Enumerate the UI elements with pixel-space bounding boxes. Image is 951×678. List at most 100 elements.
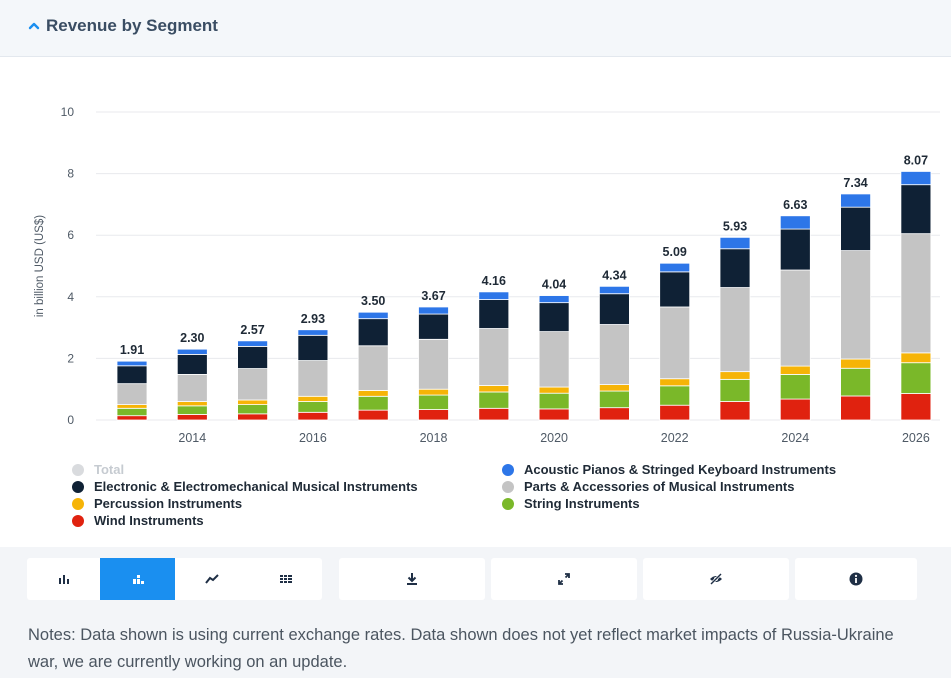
legend-swatch [72,480,84,493]
bar-segment [659,262,691,273]
bar-segment [237,404,269,415]
bar-segment [176,353,208,375]
table-button[interactable] [249,558,322,600]
bar-segment [357,395,389,411]
bar-segment [237,345,269,369]
bar-segment [599,293,630,325]
bar-segment [900,184,932,235]
legend-item[interactable]: Total [72,462,502,477]
chevron-up-icon [28,22,40,30]
legend-swatch [72,497,84,510]
bar-segment [116,407,148,417]
bar-segment [237,399,269,406]
total-data-label: 7.34 [843,176,867,190]
legend-item[interactable]: Percussion Instruments [72,496,502,511]
total-data-label: 4.16 [482,274,506,288]
expand-button[interactable] [491,558,637,600]
bar-segment [840,367,871,397]
legend-label: Wind Instruments [94,513,204,528]
total-data-label: 3.50 [361,294,385,308]
bar-segment [538,295,570,304]
bar-segment [116,360,148,367]
chart-card: 0 2 4 6 8 10 in billion USD (US$) 1.91 2.30 2014 2… [0,57,951,547]
total-data-label: 4.04 [542,278,566,292]
bar-segment [237,413,269,421]
y-tick-label: 8 [67,167,74,181]
info-icon [849,572,863,586]
line-chart-button[interactable] [175,558,249,600]
bar-segment [297,395,329,402]
stacked-bar-chart: 0 2 4 6 8 10 in billion USD (US$) 1.91 2.30 2014 2… [34,105,940,445]
bar-segment [538,302,570,333]
x-tick-label: 2018 [420,431,448,445]
legend-item[interactable]: String Instruments [502,496,932,511]
legend-swatch [502,463,514,476]
bar-segment [297,360,329,397]
bar-chart-icon [58,575,69,584]
total-data-label: 4.34 [602,268,626,282]
bar-segment [176,414,208,421]
total-data-label: 2.57 [240,323,264,337]
x-tick-label: 2022 [661,431,689,445]
bar-segment [840,193,871,208]
download-button[interactable] [339,558,485,600]
legend-item[interactable]: Acoustic Pianos & Stringed Keyboard Inst… [502,462,932,477]
bar-segment [599,285,630,295]
bar-segment [418,306,449,315]
bar-segment [176,405,208,415]
bar-segment [840,206,871,251]
bar-segment [176,348,208,355]
bar-segment [357,390,389,397]
legend-label: Acoustic Pianos & Stringed Keyboard Inst… [524,462,837,477]
bar-segment [116,383,148,406]
chart-legend: Total Acoustic Pianos & Stringed Keyboard… [72,462,932,528]
chart-type-group [27,558,322,600]
bar-segment [176,401,208,407]
bar-segment [719,287,751,373]
bar-chart-button[interactable] [27,558,100,600]
hide-group [643,558,789,600]
bar-segment [478,391,510,409]
x-tick-label: 2026 [902,431,930,445]
eye-off-button[interactable] [643,558,789,600]
bar-segment [719,401,751,421]
bar-segment [599,407,630,421]
fullscreen-group [491,558,637,600]
bar-segment [900,171,932,186]
bar-segment [779,365,811,375]
bar-segment [659,306,691,380]
total-data-label: 8.07 [904,153,928,167]
bar-segment [779,398,811,421]
stacked-bar-chart-button[interactable] [100,558,175,600]
legend-item[interactable]: Parts & Accessories of Musical Instrumen… [502,479,932,494]
bar-segment [719,371,751,380]
bar-segment [659,385,691,406]
legend-swatch [72,514,84,527]
section-toggle[interactable]: Revenue by Segment [28,16,218,36]
legend-label: Electronic & Electromechanical Musical I… [94,479,418,494]
total-data-label: 2.93 [301,312,325,326]
total-data-label: 2.30 [180,331,204,345]
bar-segment [719,248,751,288]
bar-segment [357,345,389,391]
x-tick-label: 2014 [178,431,206,445]
legend-item[interactable]: Wind Instruments [72,513,502,528]
total-data-label: 5.09 [663,245,687,259]
bar-segment [116,365,148,385]
stacked-bar-chart-icon [132,575,144,584]
bar-segment [116,415,148,421]
y-axis-label: in billion USD (US$) [34,215,46,317]
bar-segment [840,250,871,360]
total-data-label: 1.91 [120,343,144,357]
bar-segment [418,338,449,390]
notes-text: Notes: Data shown is using current excha… [28,626,894,671]
info-button[interactable] [795,558,917,600]
eye-off-icon [709,572,723,586]
legend-item[interactable]: Electronic & Electromechanical Musical I… [72,479,502,494]
bar-segment [900,352,932,364]
bar-segment [719,236,751,250]
bar-segment [478,328,510,386]
bar-segment [357,311,389,320]
bar-segment [538,386,570,394]
bar-segment [659,404,691,421]
